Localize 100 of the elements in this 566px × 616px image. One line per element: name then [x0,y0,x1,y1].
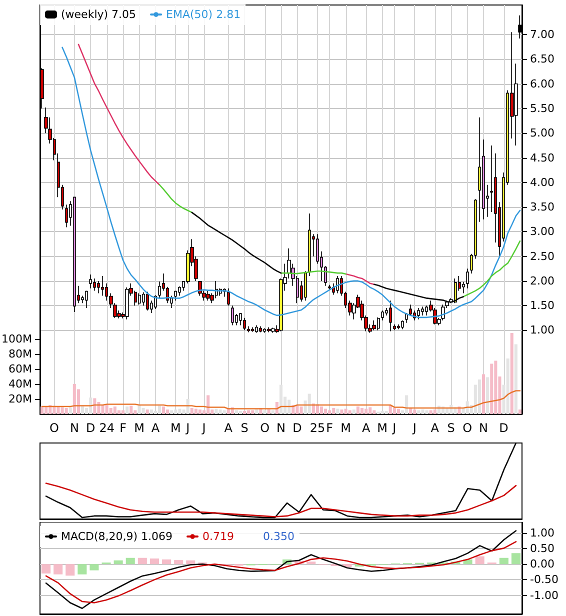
candlestick [466,268,469,289]
candlestick [389,300,392,332]
bar [214,408,218,414]
bar [142,408,145,414]
bar [267,409,270,414]
bar [364,408,368,414]
x-tick-label: 25 [310,421,326,435]
candlestick [405,312,408,324]
x-tick-label: D [86,421,96,435]
bar [64,408,68,414]
bar [413,409,416,414]
x-tick-label: M [340,421,351,435]
x-tick-label: A [430,421,440,435]
bar [425,410,428,414]
bar [234,410,238,414]
candlestick [381,310,384,321]
bar [271,410,274,414]
x-tick-label: 24 [99,421,114,435]
x-tick-label: O [260,421,270,435]
candlestick [247,326,250,333]
bar [150,409,153,414]
x-tick-label: F [120,421,127,435]
bar [486,377,490,414]
bar [478,379,481,414]
y2-tick-label: 5.50 [530,102,554,115]
bar [405,395,408,414]
candlestick [267,326,271,333]
bar [126,406,129,414]
x-tick-label: N [70,421,79,435]
candlestick [206,290,210,302]
bar [60,407,64,414]
candlestick [308,213,311,276]
bar [372,410,376,414]
candlestick [174,290,177,302]
legend-label: 0.719 [202,530,234,543]
legend-label: (weekly) 7.05 [61,8,136,21]
candlestick [421,306,424,316]
bar [348,410,352,414]
bar [494,360,498,414]
bar [263,410,266,414]
bar [336,408,340,414]
bar [368,407,372,414]
bar [396,408,400,414]
bar [117,410,120,414]
candlestick [125,286,129,320]
bar [475,556,484,564]
candlestick [255,324,258,334]
candlestick [393,324,396,331]
x-tick-label: S [240,421,248,435]
x-tick-label: A [151,421,160,435]
bar [356,406,360,414]
candlestick [251,326,254,332]
candlestick [401,320,404,330]
x-tick-label: M [134,421,144,435]
x-tick-label: A [224,421,234,435]
candlestick [89,274,92,289]
bar [78,564,87,574]
candlestick [397,324,400,330]
candlestick [93,278,96,292]
bar [81,406,84,414]
bar [332,408,336,414]
x-tick-label: J [412,421,416,435]
bar [433,409,436,414]
candlestick [372,320,376,331]
candlestick [146,291,149,311]
y2-tick-label: -0.50 [530,573,558,586]
bar [198,409,202,414]
bar [300,406,303,414]
bar [324,408,328,414]
bar [499,558,508,564]
bar [409,408,412,414]
bar [518,409,522,414]
bar [56,406,60,414]
bar [306,562,316,564]
bar [97,402,100,414]
bar [222,410,226,414]
bar [54,564,63,574]
line-series [62,46,521,318]
legend-label: MACD(8,20,9) 1.069 [61,530,173,543]
bar [429,410,432,414]
bar [482,374,486,414]
y2-tick-label: 5.00 [530,126,554,140]
bar [150,558,159,564]
x-tick-label: D [499,421,508,435]
y2-tick-label: 0.00 [530,558,554,571]
bar [388,404,392,414]
y2-tick-label: 2.00 [530,274,554,288]
y2-tick-label: 3.50 [530,200,554,214]
bar [251,410,254,414]
bar [238,411,242,414]
bar [308,394,311,414]
y2-tick-label: 4.00 [530,176,554,189]
candlestick [231,305,234,326]
candlestick [478,116,481,222]
bar [170,410,174,414]
candlestick [417,308,420,320]
bar [72,384,76,414]
bar [380,411,384,414]
y2-tick-label: 4.50 [530,151,554,164]
bar [316,404,319,414]
